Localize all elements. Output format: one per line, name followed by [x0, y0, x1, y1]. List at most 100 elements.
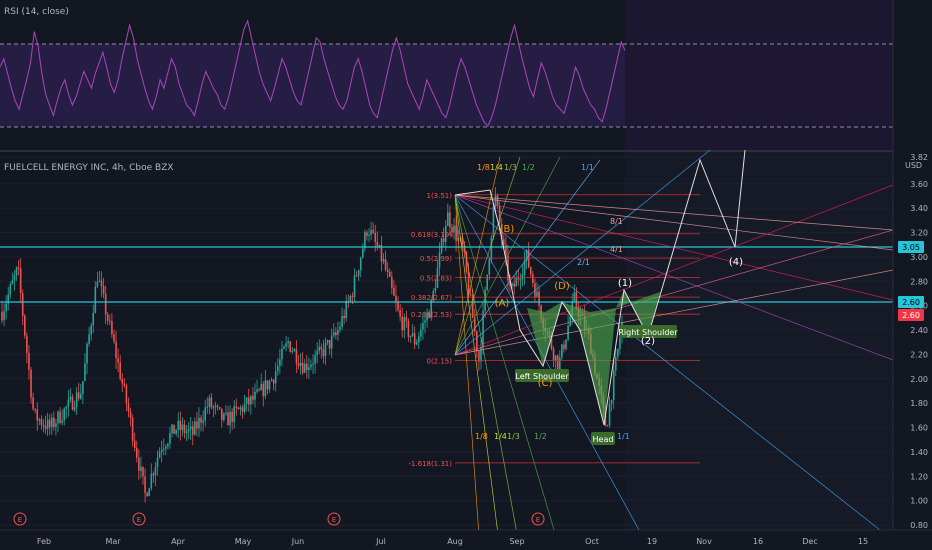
candle-body: [239, 407, 242, 410]
candle-body: [349, 295, 352, 302]
fib-label: 0.5(2.83): [420, 275, 452, 283]
gann-line: [454, 194, 894, 231]
candle-body: [206, 406, 209, 408]
candle-body: [552, 348, 555, 361]
wave-label-b: (B): [500, 224, 515, 235]
candle-body: [142, 466, 144, 477]
fibonacci-levels: 1(3.51) 0.618(3.19) 0.5(2.99) 0.5(2.83) 0.38…: [408, 192, 700, 468]
candle-body: [310, 364, 312, 368]
candle-body: [490, 237, 493, 260]
candle-body: [395, 295, 397, 303]
wave-label-c: (C): [538, 378, 553, 389]
candle-body: [270, 379, 273, 381]
candle-body: [231, 411, 233, 422]
candle-body: [449, 212, 451, 228]
candle-body: [436, 267, 439, 288]
price-tick-label: 2.80: [910, 277, 928, 286]
candle-body: [393, 287, 395, 296]
candle-body: [223, 413, 225, 420]
price-tick-label: 3.60: [910, 180, 928, 189]
candle-body: [210, 397, 213, 408]
earnings-marker-label: E: [536, 516, 540, 524]
candle-body: [415, 342, 418, 345]
candle-body: [362, 248, 364, 258]
time-tick-label: Jul: [375, 537, 386, 546]
candle-body: [411, 333, 414, 336]
candle-body: [451, 227, 453, 233]
candle-body: [144, 476, 146, 493]
candle-body: [339, 326, 341, 330]
candle-body: [154, 467, 157, 476]
earnings-marker[interactable]: [327, 512, 341, 526]
gann-line: [454, 149, 711, 356]
candle-body: [380, 245, 383, 262]
candle-body: [67, 399, 70, 407]
candle-body: [189, 426, 192, 430]
candle-body: [274, 371, 277, 384]
candle-body: [123, 383, 126, 386]
fib-label: -1.618(1.31): [408, 460, 452, 468]
price-tick-label: 1.80: [910, 399, 928, 408]
candle-body: [511, 283, 513, 286]
time-tick-label: Oct: [585, 537, 599, 546]
candle-body: [478, 351, 480, 362]
fib-label: 0.5(2.99): [420, 255, 452, 263]
candle-body: [550, 335, 553, 349]
time-tick-label: Mar: [105, 537, 121, 546]
candle-body: [146, 492, 148, 497]
candle-body: [366, 232, 368, 236]
candle-body: [378, 245, 381, 248]
price-tick-label: 3.40: [910, 204, 928, 213]
badge-3.05: 3.05: [898, 241, 924, 253]
candle-body: [353, 275, 356, 298]
candle-body: [1, 311, 3, 321]
earnings-marker[interactable]: [531, 512, 545, 526]
candle-body: [473, 317, 476, 332]
gann-label-bottom: 1/2: [534, 432, 547, 441]
candle-body: [44, 425, 47, 429]
candle-body: [484, 289, 486, 311]
candle-body: [243, 403, 246, 412]
svg-text:Left Shoulder: Left Shoulder: [515, 372, 569, 381]
time-tick-label: 15: [858, 537, 868, 546]
candle-body: [55, 423, 57, 427]
candle-body: [312, 363, 314, 365]
candle-body: [38, 419, 41, 421]
candle-body: [46, 419, 49, 429]
candle-body: [314, 355, 316, 364]
candle-body: [320, 346, 323, 350]
candle-body: [453, 225, 455, 233]
candle-body: [106, 314, 109, 321]
earnings-marker[interactable]: [13, 512, 27, 526]
candle-body: [461, 237, 464, 246]
candle-body: [330, 335, 333, 349]
candle-body: [165, 446, 167, 449]
candle-body: [612, 369, 615, 400]
earnings-marker[interactable]: [132, 512, 146, 526]
candle-body: [476, 331, 478, 352]
candle-body: [563, 344, 565, 349]
candle-body: [102, 286, 105, 294]
candle-body: [567, 325, 569, 340]
candle-body: [525, 249, 528, 261]
candle-body: [355, 275, 358, 277]
candle-body: [386, 269, 389, 272]
candle-body: [113, 334, 115, 342]
candle-body: [432, 290, 435, 300]
gann-label-top: 1/2: [522, 163, 535, 172]
time-tick-label: 19: [647, 537, 657, 546]
candle-body: [509, 280, 511, 286]
candle-body: [413, 333, 416, 345]
candle-body: [359, 257, 362, 271]
svg-text:Right Shoulder: Right Shoulder: [618, 328, 678, 337]
rsi-title: RSI (14, close): [4, 7, 69, 17]
candle-body: [233, 406, 236, 422]
candle-body: [40, 419, 43, 425]
candle-body: [79, 393, 82, 399]
time-tick-label: Apr: [171, 537, 186, 546]
candle-body: [169, 432, 171, 444]
candle-body: [401, 316, 404, 331]
candle-body: [208, 397, 211, 407]
candle-body: [515, 277, 518, 287]
